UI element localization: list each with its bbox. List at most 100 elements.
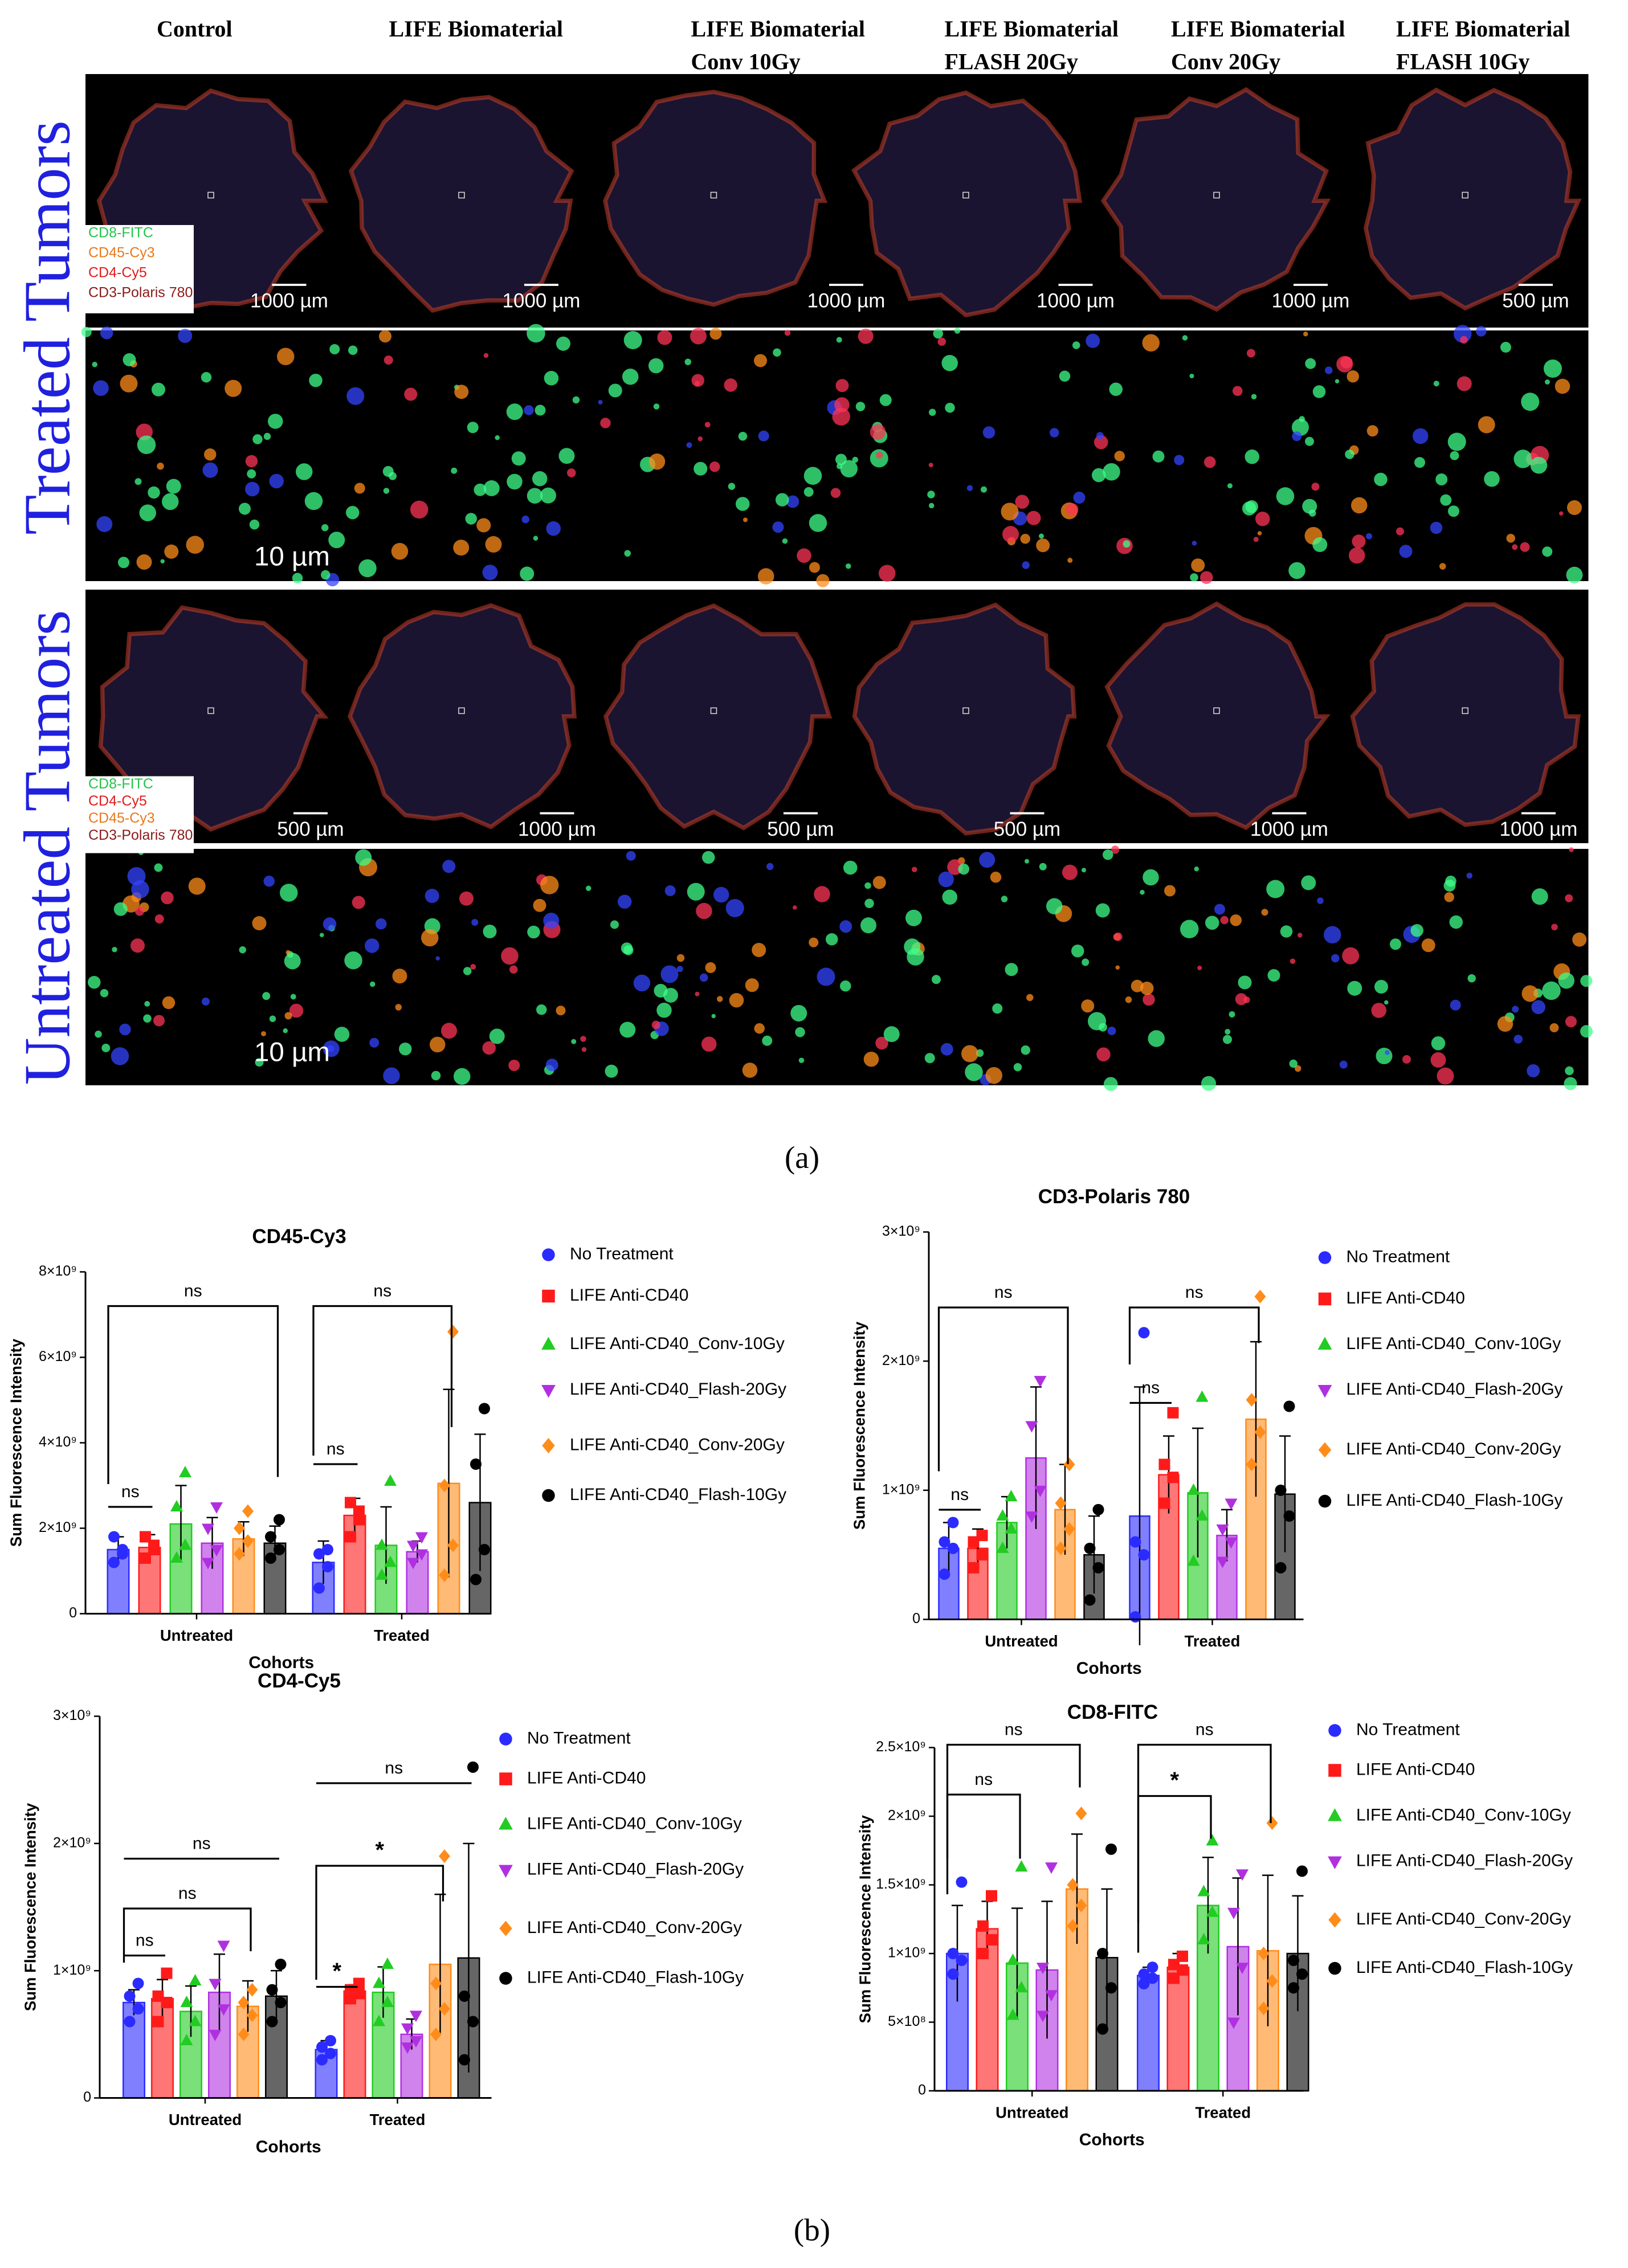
cell <box>758 430 769 442</box>
cell <box>795 1027 805 1037</box>
marker <box>1288 1982 1299 1994</box>
tissue-section <box>852 602 1077 836</box>
cell <box>1125 996 1132 1003</box>
scale-bar-label: 1000 µm <box>503 289 581 312</box>
cell <box>489 1028 505 1044</box>
cell <box>654 984 668 998</box>
cell <box>1384 1000 1389 1005</box>
x-tick-label: Treated <box>374 1627 430 1644</box>
cell <box>96 516 113 532</box>
cell <box>1440 494 1452 506</box>
cell <box>581 1047 587 1052</box>
cell <box>782 538 788 544</box>
marker <box>470 1458 482 1470</box>
cell <box>933 328 943 339</box>
cell <box>352 896 365 909</box>
cell <box>809 562 820 573</box>
marker <box>1055 1541 1067 1555</box>
cell <box>1569 847 1574 852</box>
stain-legend-item: CD8-FITC <box>88 225 153 241</box>
cell <box>1317 897 1324 904</box>
cell <box>762 1035 773 1046</box>
cell <box>735 497 750 511</box>
y-tick-label: 3×10⁹ <box>882 1223 920 1239</box>
cell <box>786 495 799 508</box>
marker <box>384 1555 397 1567</box>
marker <box>152 1990 164 2002</box>
cell <box>928 463 933 468</box>
marker <box>430 1976 442 1991</box>
marker <box>1328 1764 1341 1777</box>
cell <box>527 324 545 343</box>
marker <box>1044 1862 1058 1874</box>
cell <box>410 500 429 519</box>
marker <box>233 1547 245 1561</box>
cell <box>365 938 380 953</box>
cell <box>454 385 469 399</box>
cell <box>839 920 852 933</box>
x-axis-label: Cohorts <box>1076 1659 1142 1678</box>
marker <box>541 1385 556 1398</box>
marker <box>1227 2017 1240 2029</box>
cell <box>137 435 156 454</box>
marker <box>246 1983 258 1997</box>
cell <box>1082 868 1086 873</box>
cell <box>709 328 722 340</box>
marker <box>1015 1860 1028 1872</box>
cell <box>1107 1027 1116 1035</box>
scale-bar-label: 1000 µm <box>1037 289 1115 312</box>
marker <box>148 1539 160 1551</box>
x-tick-label: Treated <box>370 2111 426 2128</box>
cell <box>598 400 603 404</box>
cell <box>958 863 969 875</box>
cell <box>809 937 819 947</box>
cell <box>164 544 179 559</box>
marker <box>1084 1542 1096 1554</box>
cell <box>1554 378 1570 394</box>
significance-bracket <box>946 1743 1081 1859</box>
cell <box>1266 880 1285 898</box>
significance-label: ns <box>184 1281 202 1300</box>
cell <box>431 1070 441 1081</box>
cell <box>1046 898 1063 914</box>
bar <box>1136 1975 1160 2092</box>
marker <box>353 1505 365 1517</box>
x-tick-label: Untreated <box>995 2103 1068 2121</box>
cell <box>725 898 744 917</box>
marker <box>947 1947 959 1959</box>
cell <box>728 483 736 490</box>
cell <box>738 432 748 441</box>
cell <box>1433 381 1439 387</box>
cell <box>95 1030 102 1038</box>
marker <box>1005 1490 1018 1502</box>
cell <box>1143 993 1155 1006</box>
cell <box>1312 385 1326 398</box>
cell <box>1148 1030 1165 1047</box>
cell <box>656 1003 672 1018</box>
marker <box>1254 1289 1266 1303</box>
cell <box>1013 1063 1022 1072</box>
cell <box>990 872 1002 883</box>
cell <box>435 956 440 961</box>
cell <box>93 380 109 396</box>
column-header: LIFE Biomaterial <box>1396 16 1570 42</box>
cell <box>1071 945 1084 958</box>
cell <box>651 1020 660 1029</box>
cell <box>1002 526 1019 543</box>
cell <box>451 467 458 474</box>
cell <box>623 331 642 350</box>
cell <box>186 536 204 554</box>
x-tick-label: Untreated <box>169 2111 242 2128</box>
cell <box>1521 393 1540 411</box>
marker <box>238 2027 250 2041</box>
marker <box>996 1541 1009 1553</box>
cell <box>276 348 295 365</box>
marker <box>1328 1912 1341 1928</box>
marker <box>1063 1457 1075 1472</box>
panel-label: (a) <box>785 1140 819 1175</box>
cell <box>1066 503 1079 516</box>
cell <box>1247 349 1255 358</box>
column-header: LIFE Biomaterial <box>389 16 564 42</box>
cell <box>509 965 518 974</box>
cell <box>304 492 323 510</box>
